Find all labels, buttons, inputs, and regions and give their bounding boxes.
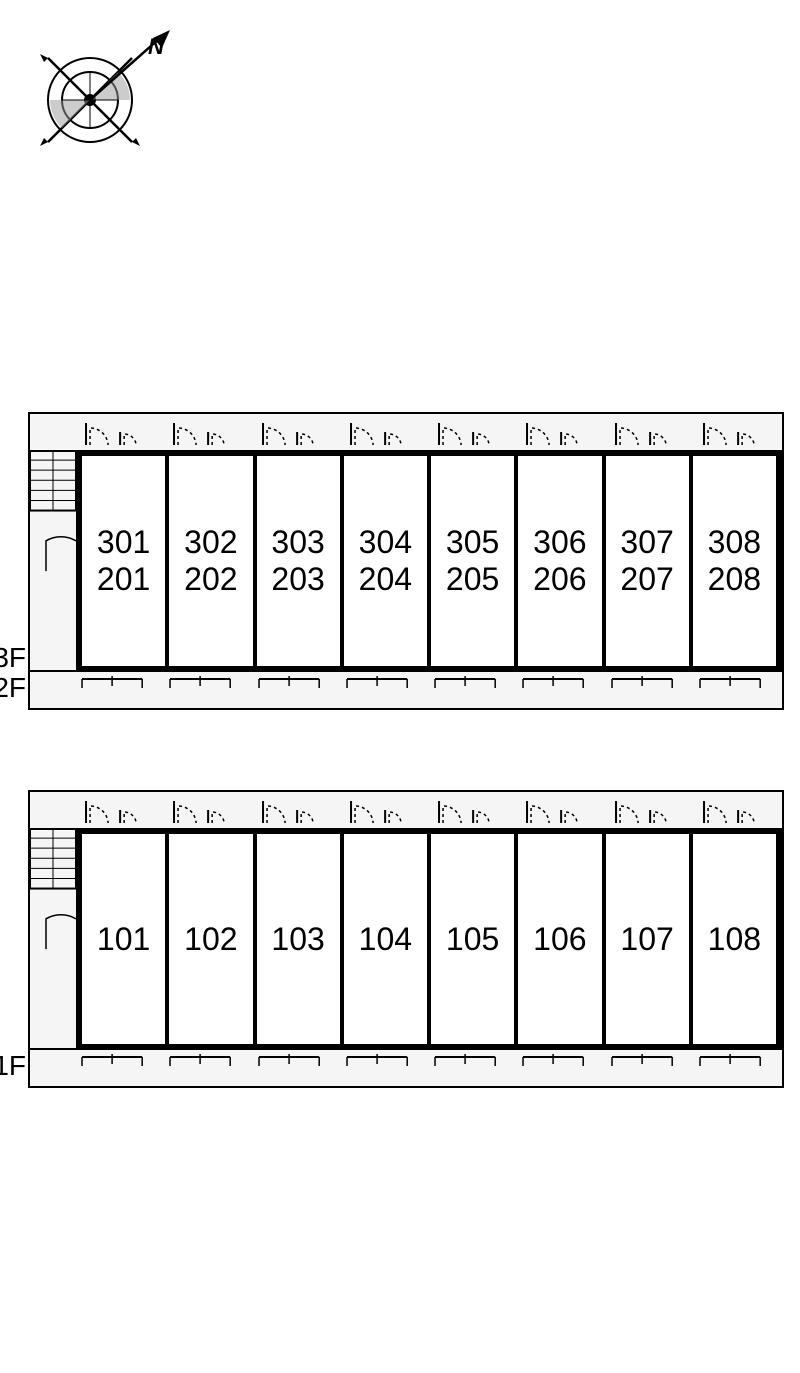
unit-cell: 106 <box>514 828 601 1050</box>
unit-number: 302 <box>184 524 237 561</box>
window-icon <box>606 676 694 704</box>
door-marks-row <box>76 796 782 824</box>
unit-number: 201 <box>97 561 150 598</box>
unit-number: 107 <box>620 921 673 958</box>
window-icon <box>517 1054 605 1082</box>
unit-cell: 103 <box>253 828 340 1050</box>
unit-number: 208 <box>708 561 761 598</box>
door-icon <box>429 418 517 446</box>
door-icon <box>694 418 782 446</box>
unit-number: 104 <box>359 921 412 958</box>
window-icon <box>164 676 252 704</box>
building-outline: 3012013022023032033042043052053062063072… <box>28 412 784 710</box>
door-icon <box>517 418 605 446</box>
compass: N <box>30 30 180 165</box>
unit-cell: 301201 <box>76 450 165 672</box>
unit-number: 306 <box>533 524 586 561</box>
unit-number: 307 <box>620 524 673 561</box>
unit-number: 304 <box>359 524 412 561</box>
window-icon <box>429 676 517 704</box>
unit-cell: 107 <box>602 828 689 1050</box>
door-icon <box>341 796 429 824</box>
unit-cell: 305205 <box>427 450 514 672</box>
floor-label: 2F <box>0 672 26 704</box>
floor-label: 3F <box>0 642 26 674</box>
door-icon <box>164 418 252 446</box>
unit-number: 303 <box>271 524 324 561</box>
unit-cell: 302202 <box>165 450 252 672</box>
window-icon <box>76 1054 164 1082</box>
unit-cell: 108 <box>689 828 782 1050</box>
window-icon <box>164 1054 252 1082</box>
unit-number: 301 <box>97 524 150 561</box>
unit-number: 103 <box>271 921 324 958</box>
unit-cell: 303203 <box>253 450 340 672</box>
window-icon <box>76 676 164 704</box>
unit-cell: 304204 <box>340 450 427 672</box>
door-icon <box>429 796 517 824</box>
door-icon <box>694 796 782 824</box>
unit-cell: 306206 <box>514 450 601 672</box>
stair-area <box>30 450 76 672</box>
door-icon <box>253 796 341 824</box>
unit-number: 101 <box>97 921 150 958</box>
unit-number: 203 <box>271 561 324 598</box>
building-outline: 101 102 103 104 105 106 107 108 <box>28 790 784 1088</box>
units-row: 101 102 103 104 105 106 107 108 <box>76 828 782 1050</box>
unit-cell: 307207 <box>602 450 689 672</box>
unit-cell: 102 <box>165 828 252 1050</box>
door-icon <box>253 418 341 446</box>
unit-cell: 308208 <box>689 450 782 672</box>
window-marks-row <box>76 676 782 704</box>
unit-number: 108 <box>708 921 761 958</box>
door-icon <box>517 796 605 824</box>
window-icon <box>341 676 429 704</box>
unit-number: 106 <box>533 921 586 958</box>
floor-block-0: 3F2F301201302202303203304204305205306206… <box>28 412 780 706</box>
unit-number: 207 <box>620 561 673 598</box>
floor-block-1: 1F101102103104105106107108 <box>28 790 780 1084</box>
unit-number: 204 <box>359 561 412 598</box>
unit-cell: 105 <box>427 828 514 1050</box>
unit-number: 102 <box>184 921 237 958</box>
unit-number: 308 <box>708 524 761 561</box>
door-icon <box>606 796 694 824</box>
window-icon <box>253 1054 341 1082</box>
unit-cell: 104 <box>340 828 427 1050</box>
window-icon <box>694 1054 782 1082</box>
window-marks-row <box>76 1054 782 1082</box>
north-label: N <box>148 34 165 59</box>
unit-number: 205 <box>446 561 499 598</box>
door-icon <box>76 796 164 824</box>
unit-number: 305 <box>446 524 499 561</box>
window-icon <box>517 676 605 704</box>
window-icon <box>694 676 782 704</box>
unit-number: 105 <box>446 921 499 958</box>
unit-number: 206 <box>533 561 586 598</box>
unit-cell: 101 <box>76 828 165 1050</box>
unit-number: 202 <box>184 561 237 598</box>
door-icon <box>164 796 252 824</box>
window-icon <box>341 1054 429 1082</box>
door-icon <box>341 418 429 446</box>
floor-label: 1F <box>0 1050 26 1082</box>
door-icon <box>606 418 694 446</box>
door-icon <box>76 418 164 446</box>
window-icon <box>253 676 341 704</box>
window-icon <box>429 1054 517 1082</box>
stair-area <box>30 828 76 1050</box>
door-marks-row <box>76 418 782 446</box>
units-row: 3012013022023032033042043052053062063072… <box>76 450 782 672</box>
window-icon <box>606 1054 694 1082</box>
